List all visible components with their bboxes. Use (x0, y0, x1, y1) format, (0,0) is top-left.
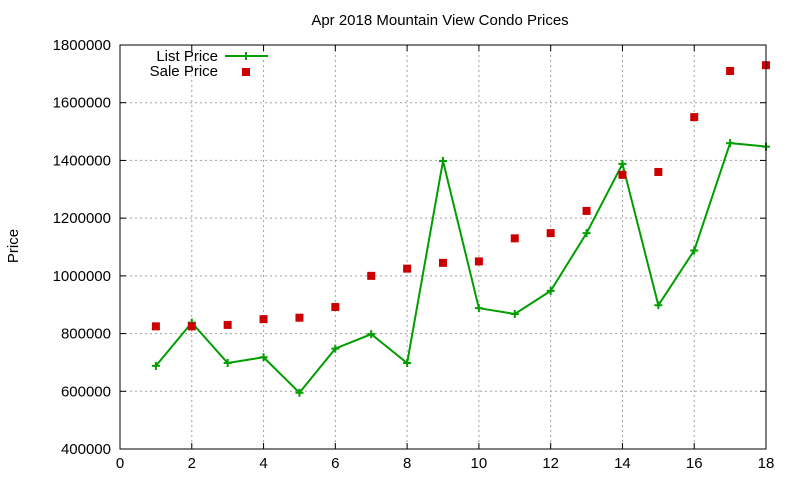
data-point-list-price (331, 344, 340, 353)
y-tick-label: 1400000 (53, 152, 111, 169)
data-point-list-price (546, 286, 555, 295)
x-tick-label: 10 (471, 455, 488, 472)
y-axis-label: Price (5, 229, 22, 263)
x-tick-label: 0 (116, 455, 124, 472)
data-point-list-price (510, 309, 519, 318)
x-tick-label: 12 (542, 455, 559, 472)
series-layer (151, 61, 770, 397)
x-tick-label: 14 (614, 455, 631, 472)
x-tick-label: 4 (259, 455, 267, 472)
data-point-sale-price (223, 320, 232, 329)
data-point-list-price (439, 157, 447, 166)
data-point-list-price (295, 388, 304, 397)
data-point-sale-price (403, 264, 412, 273)
chart-title: Apr 2018 Mountain View Condo Prices (311, 12, 568, 29)
grid (120, 45, 766, 449)
data-point-sale-price (582, 206, 591, 215)
x-tick-label: 2 (188, 455, 196, 472)
data-point-list-price (367, 330, 376, 339)
y-tick-label: 1800000 (53, 37, 111, 54)
legend-label-list-price: List Price (156, 48, 218, 65)
x-tick-label: 8 (403, 455, 411, 472)
y-tick-label: 600000 (61, 383, 111, 400)
data-point-list-price (582, 229, 591, 238)
data-point-sale-price (151, 322, 160, 331)
data-point-list-price (403, 359, 412, 368)
y-tick-label: 1000000 (53, 268, 111, 285)
data-point-list-price (726, 139, 735, 148)
y-tick-label: 1600000 (53, 95, 111, 112)
data-point-sale-price (510, 234, 519, 243)
data-point-list-price (151, 361, 160, 370)
data-point-sale-price (295, 313, 304, 322)
data-point-list-price (618, 159, 627, 168)
data-point-sale-price (474, 257, 483, 266)
ticks: 0 2 4 6 8 10 12 14 16 18 400000 600000 800000 1000000… (53, 37, 775, 472)
plot-frame (119, 44, 767, 450)
data-point-sale-price (367, 271, 376, 280)
data-point-sale-price (546, 229, 555, 238)
data-point-sale-price (618, 170, 627, 179)
y-tick-label: 800000 (61, 326, 111, 343)
data-point-list-price (474, 304, 483, 313)
data-point-list-price (654, 301, 663, 310)
legend-marker-sale-price (242, 68, 250, 76)
legend-marker-list-price (242, 52, 250, 60)
data-point-sale-price (654, 167, 663, 176)
y-tick-label: 400000 (61, 441, 111, 458)
series-line-list-price (155, 142, 767, 395)
legend-label-sale-price: Sale Price (150, 63, 218, 80)
y-tick-label: 1200000 (53, 210, 111, 227)
data-point-sale-price (331, 303, 340, 312)
data-point-sale-price (726, 66, 735, 75)
legend: List Price Sale Price (150, 48, 268, 80)
data-point-sale-price (187, 322, 196, 331)
data-point-sale-price (690, 113, 699, 122)
data-point-list-price (259, 353, 268, 362)
data-point-sale-price (259, 315, 268, 324)
x-tick-label: 18 (758, 455, 775, 472)
x-tick-label: 16 (686, 455, 703, 472)
data-point-list-price (223, 359, 232, 368)
x-tick-label: 6 (331, 455, 339, 472)
data-point-sale-price (439, 258, 447, 267)
data-point-list-price (690, 246, 699, 255)
